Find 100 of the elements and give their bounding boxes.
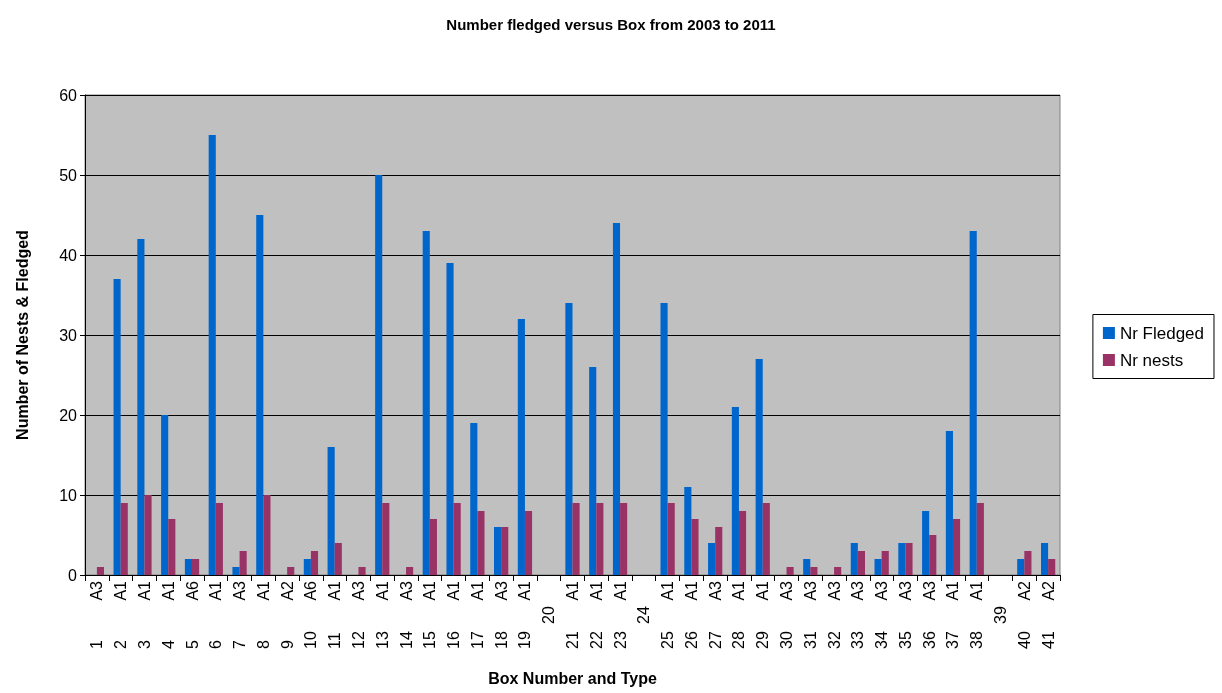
category-label: 23 A1	[611, 581, 629, 649]
bar	[494, 527, 502, 575]
category-label: 13 A1	[373, 581, 391, 649]
bar	[263, 495, 271, 575]
bar	[905, 543, 913, 575]
y-tick-label: 20	[59, 406, 78, 424]
category-label: 38 A1	[968, 581, 986, 649]
category-label: 7 A3	[231, 581, 249, 649]
bar	[1024, 551, 1032, 575]
x-tick-label: 20	[540, 606, 558, 624]
category-label: 35 A3	[896, 581, 914, 649]
category-label: 19 A1	[516, 581, 534, 649]
chart-title: Number fledged versus Box from 2003 to 2011	[446, 16, 776, 33]
bar	[945, 431, 953, 575]
bar	[803, 559, 811, 575]
bar	[667, 503, 675, 575]
category-label: 37 A1	[944, 581, 962, 649]
bar	[310, 551, 319, 575]
bar	[620, 503, 628, 575]
bar	[857, 551, 865, 575]
bar	[762, 503, 770, 575]
bar	[446, 263, 454, 575]
bar	[810, 567, 818, 575]
bar	[470, 423, 478, 575]
y-axis-title: Number of Nests & Fledged	[13, 230, 31, 440]
bar	[786, 567, 794, 575]
bar	[898, 543, 906, 575]
bar	[517, 319, 525, 575]
category-label: 12 A3	[349, 581, 367, 649]
bar	[969, 231, 977, 575]
category-label: 14 A3	[397, 581, 415, 649]
bar	[755, 359, 763, 575]
y-tick-label: 0	[68, 566, 78, 584]
bar	[1048, 559, 1056, 575]
category-label: 29 A1	[754, 581, 772, 649]
bar	[375, 175, 383, 575]
category-label: 5 A6	[183, 581, 201, 649]
bar	[192, 559, 200, 575]
category-label: 36 A3	[920, 581, 938, 649]
bar	[161, 415, 169, 575]
bar	[382, 503, 390, 575]
bar	[120, 503, 128, 575]
y-tick-label: 10	[59, 486, 78, 504]
bar	[874, 559, 882, 575]
bar	[477, 511, 485, 575]
bar	[96, 567, 105, 575]
bar	[168, 519, 176, 575]
bar	[731, 407, 739, 575]
category-label: 30 A3	[778, 581, 796, 649]
bar	[215, 503, 223, 575]
bar	[287, 567, 295, 575]
x-tick-label: 24	[635, 606, 653, 624]
y-tick-label: 40	[59, 246, 78, 264]
bar	[232, 567, 240, 575]
category-label: 25 A1	[659, 581, 677, 649]
bar	[501, 527, 509, 575]
bar	[708, 543, 716, 575]
category-label: 31 A3	[801, 581, 819, 649]
category-label: 27 A3	[706, 581, 724, 649]
bar	[184, 559, 193, 575]
bar	[589, 367, 597, 575]
category-label: 8 A1	[254, 581, 272, 649]
category-label: 40 A2	[1015, 581, 1033, 649]
category-label: 21 A1	[564, 581, 581, 649]
category-label: 1 A3	[88, 581, 106, 649]
category-label: 22 A1	[587, 581, 605, 649]
bar	[660, 303, 668, 575]
bar	[429, 519, 437, 575]
category-label: 6 A1	[207, 581, 225, 649]
bar	[612, 223, 621, 575]
bar	[715, 527, 723, 575]
category-label: 34 A3	[873, 581, 891, 649]
bar	[952, 519, 961, 575]
bar	[684, 487, 692, 575]
category-label: 41 A2	[1039, 581, 1057, 649]
category-label: 9 A2	[278, 581, 296, 649]
bar	[524, 511, 533, 575]
bar	[358, 567, 366, 575]
bar	[137, 239, 145, 575]
category-label: 17 A1	[468, 581, 486, 649]
bar	[327, 447, 335, 575]
category-label: 3 A1	[135, 581, 153, 649]
x-axis-title: Box Number and Type	[488, 669, 657, 687]
bar	[565, 303, 573, 575]
bar	[256, 215, 264, 575]
bar	[929, 535, 937, 575]
category-label: 10 A6	[302, 581, 320, 649]
category-label: 15 A1	[421, 581, 439, 649]
bar	[1040, 543, 1049, 575]
bar	[596, 503, 604, 575]
category-label: 2 A1	[112, 581, 130, 649]
bar	[572, 503, 580, 575]
legend-label: Nr nests	[1119, 350, 1184, 370]
category-label: 28 A1	[730, 581, 748, 649]
category-label: 4 A1	[159, 581, 177, 649]
category-label: 11 A1	[326, 581, 344, 649]
bar	[453, 503, 461, 575]
y-tick-label: 30	[59, 326, 78, 344]
category-label: 18 A3	[492, 581, 510, 649]
bar	[691, 519, 699, 575]
